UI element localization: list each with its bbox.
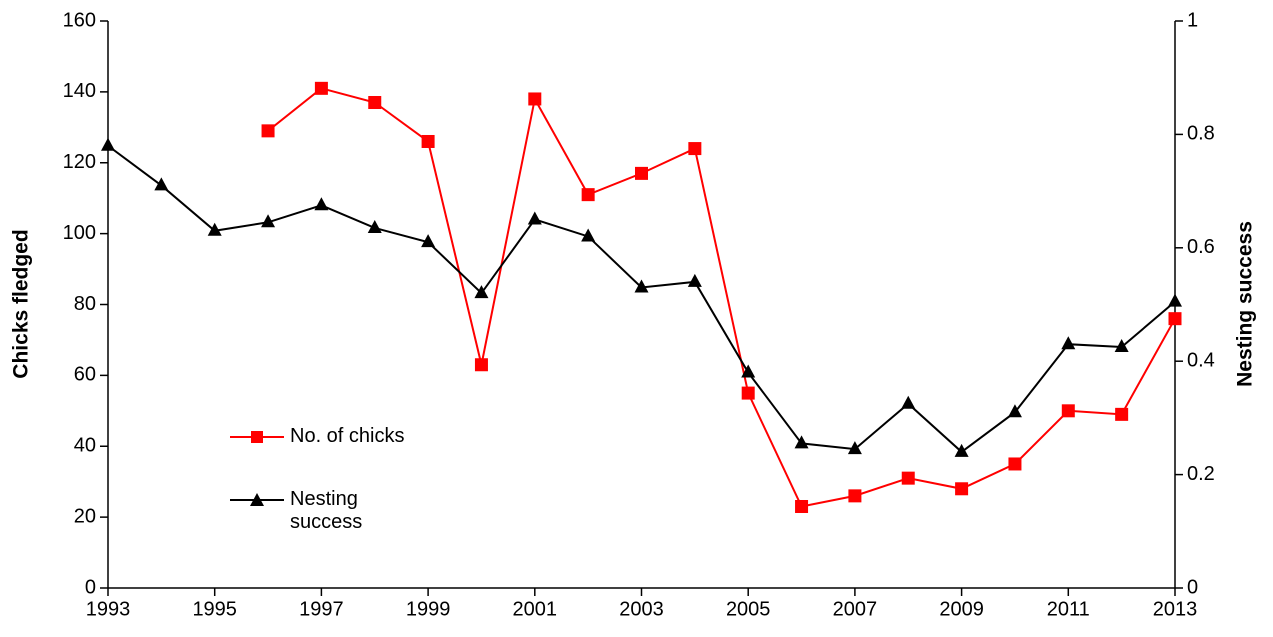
- y-tick-label: 140: [63, 80, 96, 102]
- marker: [101, 137, 115, 151]
- x-tick-label: 1999: [406, 598, 451, 620]
- marker: [741, 386, 755, 400]
- marker: [847, 441, 862, 455]
- marker: [794, 435, 809, 449]
- marker: [954, 443, 969, 457]
- x-tick-label: 2003: [619, 598, 664, 620]
- marker: [474, 285, 489, 299]
- marker: [634, 279, 649, 293]
- marker: [367, 219, 382, 233]
- marker: [581, 188, 595, 202]
- legend-label: Nesting success: [290, 488, 363, 533]
- marker: [795, 499, 809, 513]
- x-tick-label: 2005: [726, 598, 771, 620]
- marker: [1168, 293, 1182, 307]
- y-tick-label: 80: [74, 293, 96, 315]
- marker: [314, 197, 329, 211]
- y2-tick-label: 0: [1187, 576, 1198, 598]
- y-axis-title: Chicks fledged: [10, 229, 33, 378]
- legend-swatch: [230, 431, 284, 443]
- marker: [901, 395, 916, 409]
- legend-swatch: [230, 493, 284, 506]
- marker: [527, 211, 542, 225]
- marker: [741, 364, 756, 378]
- marker: [1007, 404, 1022, 418]
- marker: [314, 81, 328, 95]
- marker: [528, 92, 542, 106]
- y-tick-label: 160: [63, 9, 96, 31]
- x-tick-label: 2009: [939, 598, 984, 620]
- legend-item: No. of chicks: [228, 425, 450, 448]
- marker: [261, 124, 275, 138]
- x-tick-label: 2013: [1153, 598, 1198, 620]
- marker: [1114, 339, 1129, 353]
- y-tick-label: 40: [74, 435, 96, 457]
- legend-label: No. of chicks: [290, 425, 405, 447]
- x-tick-label: 1997: [299, 598, 344, 620]
- marker: [207, 222, 222, 236]
- y2-tick-label: 0.4: [1187, 349, 1215, 371]
- y2-tick-label: 0.2: [1187, 463, 1215, 485]
- marker: [368, 96, 382, 110]
- legend: No. of chicks Nesting success: [228, 425, 450, 534]
- y2-tick-label: 0.6: [1187, 236, 1215, 258]
- y2-tick-label: 0.8: [1187, 123, 1215, 145]
- y-tick-label: 0: [85, 576, 96, 598]
- series-line: [267, 87, 1176, 508]
- marker: [474, 358, 488, 372]
- x-tick-label: 2001: [513, 598, 558, 620]
- marker: [687, 273, 702, 287]
- marker: [688, 142, 702, 156]
- marker: [1008, 457, 1022, 471]
- x-tick-label: 2011: [1047, 598, 1090, 620]
- y-tick-label: 120: [63, 151, 96, 173]
- marker: [154, 177, 169, 191]
- marker: [261, 214, 276, 228]
- y-tick-label: 60: [74, 364, 96, 386]
- y2-axis-title: Nesting success: [1234, 221, 1257, 387]
- marker: [1061, 404, 1075, 418]
- legend-item: Nesting success: [228, 488, 380, 534]
- x-tick-label: 2007: [833, 598, 878, 620]
- marker: [1115, 407, 1129, 421]
- x-tick-label: 1993: [86, 598, 131, 620]
- y-tick-label: 100: [63, 222, 96, 244]
- marker: [581, 228, 596, 242]
- marker: [955, 482, 969, 496]
- y2-tick-label: 1: [1187, 9, 1198, 31]
- marker: [848, 489, 862, 503]
- marker: [421, 134, 435, 148]
- marker: [901, 471, 915, 485]
- y-tick-label: 20: [74, 505, 96, 527]
- marker: [1168, 312, 1182, 326]
- marker: [635, 166, 648, 180]
- marker: [1061, 336, 1076, 350]
- marker: [421, 234, 436, 248]
- x-tick-label: 1995: [192, 598, 237, 620]
